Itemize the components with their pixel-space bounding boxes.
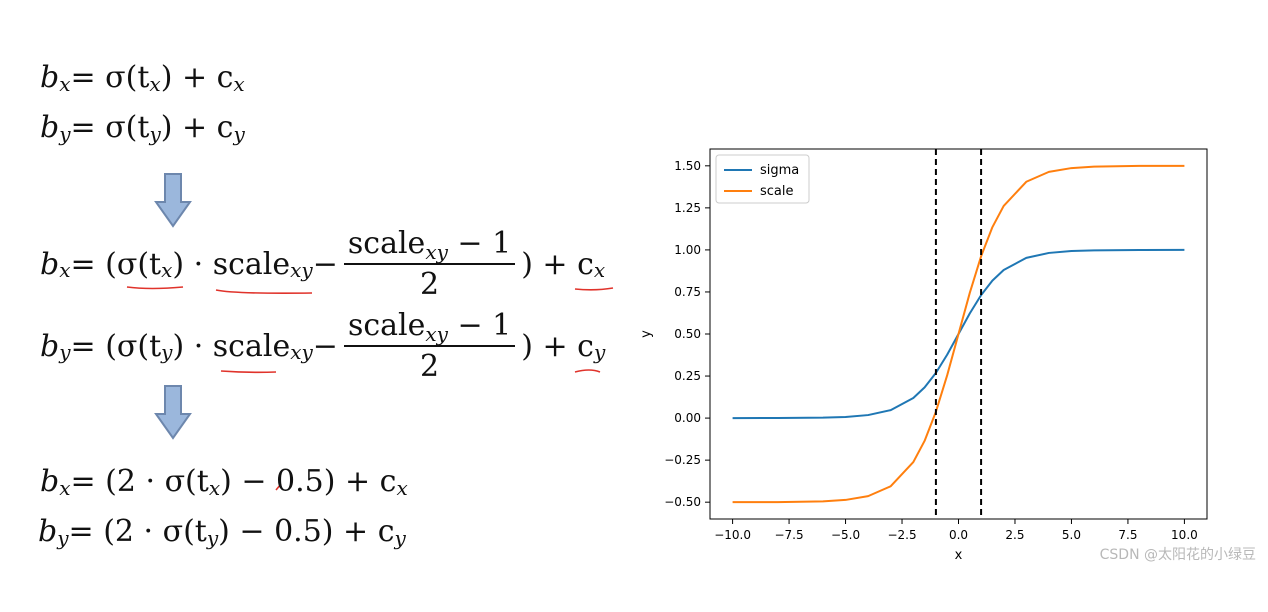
watermark-text: CSDN @太阳花的小绿豆 bbox=[1099, 547, 1256, 563]
eq-subscript: xy bbox=[425, 322, 448, 346]
y-tick-label: 1.00 bbox=[674, 243, 701, 257]
eq-symbol: b bbox=[40, 464, 60, 499]
fraction: scalexy − 1 2 bbox=[343, 308, 516, 384]
eq-text: = (2 · σ(t bbox=[68, 514, 207, 549]
eq-subscript: x bbox=[149, 71, 161, 96]
y-tick-label: 1.25 bbox=[674, 201, 701, 215]
red-underline-sigma-x bbox=[126, 286, 184, 290]
eq-subscript: x bbox=[59, 475, 71, 500]
eq-subscript: xy bbox=[290, 258, 313, 282]
down-arrow-icon bbox=[154, 385, 192, 440]
eq-text: = (σ(t bbox=[70, 328, 162, 364]
x-axis-label: x bbox=[955, 548, 963, 563]
down-arrow-icon bbox=[154, 173, 192, 228]
eq-subscript: x bbox=[396, 475, 408, 500]
x-tick-label: 2.5 bbox=[1005, 528, 1024, 542]
red-underline-cy bbox=[574, 369, 601, 373]
x-tick-label: 10.0 bbox=[1171, 528, 1198, 542]
eq-text: − bbox=[312, 328, 338, 364]
eq-text: = (σ(t bbox=[70, 246, 162, 282]
eq-text: ) + c bbox=[521, 246, 594, 282]
tick-layer: −10.0 −7.5 −5.0 −2.5 0.0 2.5 5.0 7.5 10.0 −0.50 −0… bbox=[664, 159, 1198, 542]
eq-text: − 1 bbox=[447, 308, 512, 343]
legend-label-scale: scale bbox=[760, 184, 794, 199]
eq-subscript: y bbox=[57, 525, 69, 550]
eq-subscript: xy bbox=[290, 340, 313, 364]
vline-layer bbox=[934, 149, 983, 519]
eq-subscript: y bbox=[233, 121, 245, 146]
eq-subscript: x bbox=[208, 475, 221, 500]
eq-symbol: b bbox=[40, 60, 60, 95]
fraction-numerator: scalexy − 1 bbox=[343, 308, 516, 347]
y-tick-label: 1.50 bbox=[674, 159, 701, 173]
eq-text: ) + c bbox=[160, 60, 234, 95]
y-tick-label: 0.50 bbox=[674, 327, 701, 341]
legend-label-sigma: sigma bbox=[760, 163, 799, 178]
eq-subscript: xy bbox=[425, 240, 448, 264]
y-tick-label: 0.00 bbox=[674, 411, 701, 425]
eq-text: = (2 · σ(t bbox=[70, 464, 209, 499]
fraction-numerator: scalexy − 1 bbox=[343, 226, 516, 265]
eq-symbol: b bbox=[40, 110, 60, 145]
y-tick-label: 0.25 bbox=[674, 369, 701, 383]
eq-subscript: x bbox=[161, 258, 173, 282]
red-tick-mark bbox=[275, 483, 282, 491]
eq-subscript: y bbox=[593, 340, 606, 364]
red-underline-annotations bbox=[126, 286, 614, 491]
eq-text: ) + c bbox=[160, 110, 234, 145]
eq-text: ) · scale bbox=[172, 328, 291, 364]
eq-subscript: y bbox=[394, 525, 406, 550]
eq-subscript: y bbox=[149, 121, 161, 146]
eq-subscript: x bbox=[593, 258, 606, 282]
x-tick-label: −7.5 bbox=[774, 528, 803, 542]
x-tick-label: 5.0 bbox=[1062, 528, 1081, 542]
eq-subscript: y bbox=[161, 340, 173, 364]
red-underline-scale-x bbox=[215, 289, 313, 294]
eq-text: ) · scale bbox=[172, 246, 291, 282]
fraction-denominator: 2 bbox=[420, 349, 440, 384]
y-tick-label: −0.25 bbox=[664, 453, 701, 467]
eq-text: scale bbox=[347, 308, 426, 343]
fraction: scalexy − 1 2 bbox=[343, 226, 516, 302]
eq-subscript: x bbox=[233, 71, 245, 96]
eq-text: − bbox=[312, 246, 338, 282]
eq-subscript: x bbox=[59, 258, 71, 282]
eq-text: = σ(t bbox=[70, 60, 150, 95]
fraction-denominator: 2 bbox=[419, 267, 440, 302]
eq-text: ) + c bbox=[521, 328, 594, 364]
x-tick-label: 7.5 bbox=[1118, 528, 1137, 542]
eq-symbol: b bbox=[40, 328, 60, 364]
eq-symbol: b bbox=[40, 246, 60, 282]
eq-subscript: y bbox=[206, 525, 219, 550]
eq-subscript: x bbox=[59, 71, 71, 96]
eq-text: = σ(t bbox=[70, 110, 150, 145]
red-underline-scale-y bbox=[220, 370, 277, 374]
eq-text: scale bbox=[347, 226, 426, 261]
y-axis-label: y bbox=[639, 330, 654, 338]
eq-text: − 1 bbox=[447, 226, 512, 261]
legend: sigma scale bbox=[715, 154, 810, 204]
x-tick-label: 0.0 bbox=[949, 528, 968, 542]
eq-subscript: y bbox=[59, 121, 71, 146]
series-line-scale bbox=[732, 164, 1185, 504]
eq-symbol: b bbox=[38, 514, 58, 549]
x-tick-label: −2.5 bbox=[887, 528, 916, 542]
eq-subscript: y bbox=[59, 340, 71, 364]
y-tick-label: −0.50 bbox=[664, 495, 701, 509]
series-layer bbox=[732, 164, 1185, 504]
eq-text: ) − 0.5) + c bbox=[220, 464, 397, 499]
red-underline-cx bbox=[574, 287, 614, 291]
x-tick-label: −10.0 bbox=[714, 528, 751, 542]
eq-text: ) − 0.5) + c bbox=[218, 514, 395, 549]
y-tick-label: 0.75 bbox=[674, 285, 701, 299]
x-tick-label: −5.0 bbox=[831, 528, 860, 542]
